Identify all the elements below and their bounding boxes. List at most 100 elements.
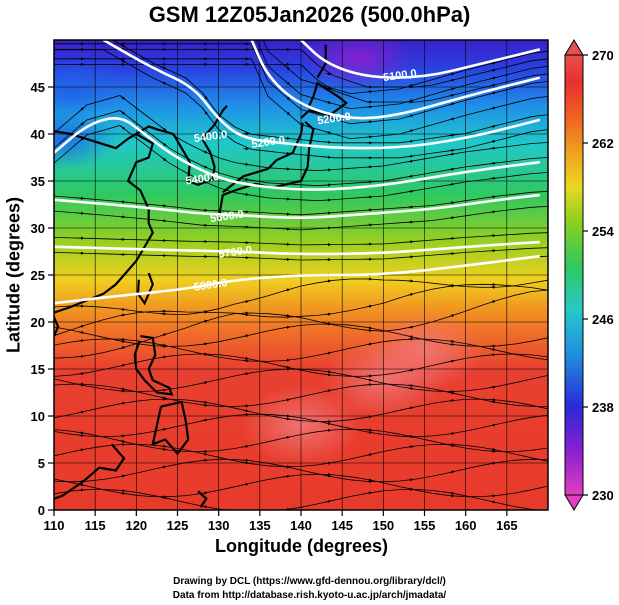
wind-arrow bbox=[407, 368, 414, 372]
wind-arrow bbox=[325, 130, 332, 134]
y-tick-label-25: 25 bbox=[31, 268, 45, 283]
wind-arrow bbox=[284, 435, 291, 440]
contour-5700-0-5 bbox=[54, 240, 540, 256]
wind-arrow bbox=[449, 314, 455, 318]
wind-arrow bbox=[325, 428, 332, 432]
wind-arrow bbox=[449, 133, 455, 137]
wind-arrow bbox=[490, 210, 496, 214]
wind-arrow bbox=[160, 396, 167, 400]
wind-arrow bbox=[490, 139, 496, 144]
wind-arrow bbox=[160, 355, 167, 359]
wind-arrow bbox=[202, 400, 208, 404]
coastline-5 bbox=[300, 81, 349, 119]
wind-arrow bbox=[407, 154, 414, 158]
coastline-8 bbox=[133, 335, 174, 396]
x-tick-label-140: 140 bbox=[290, 518, 312, 533]
wind-arrow bbox=[407, 139, 414, 143]
wind-arrow bbox=[78, 324, 85, 329]
wind-arrow bbox=[449, 72, 455, 76]
wind-arrow bbox=[119, 401, 126, 405]
wind-arrow bbox=[201, 92, 208, 100]
x-axis-label-text: Longitude (degrees) bbox=[214, 536, 388, 556]
wind-arrow bbox=[449, 399, 455, 403]
contour-5400-0-3 bbox=[54, 117, 540, 191]
wind-arrow bbox=[490, 423, 496, 427]
wind-arrow bbox=[119, 363, 126, 368]
wind-arrow bbox=[325, 72, 332, 76]
wind-arrow bbox=[449, 167, 455, 171]
wind-arrow bbox=[78, 433, 85, 438]
wind-arrow bbox=[243, 372, 249, 376]
contour-label-3: 5400.0 bbox=[193, 129, 228, 146]
y-tick-label-10: 10 bbox=[31, 409, 45, 424]
wind-arrow bbox=[490, 400, 496, 404]
coastline-1 bbox=[54, 316, 60, 337]
wind-arrow bbox=[366, 326, 373, 330]
wind-arrow bbox=[407, 334, 414, 339]
wind-arrow bbox=[366, 378, 373, 382]
x-tick-label-155: 155 bbox=[414, 518, 436, 533]
wind-arrow bbox=[202, 150, 208, 154]
wind-arrow bbox=[407, 129, 414, 133]
wind-arrow bbox=[202, 505, 208, 509]
wind-arrow bbox=[119, 125, 126, 130]
wind-arrow bbox=[284, 398, 291, 402]
wind-arrow bbox=[78, 107, 85, 113]
wind-arrow bbox=[284, 65, 290, 71]
wind-arrow bbox=[366, 453, 373, 457]
wind-arrow bbox=[160, 126, 167, 131]
contour-labels: 5100.0 5200.0 5200.0 5400.0 5400.0 5600.0 5700… bbox=[185, 67, 418, 293]
wind-arrow bbox=[449, 117, 455, 121]
wind-arrow bbox=[407, 478, 414, 482]
colorbar: 230 238 246 254 262 270 bbox=[564, 39, 614, 511]
contour-5600-0-4 bbox=[54, 193, 540, 220]
colorbar-top-arrow bbox=[564, 39, 584, 56]
x-tick-label-135: 135 bbox=[249, 518, 271, 533]
wind-arrow bbox=[160, 333, 167, 337]
wind-arrow bbox=[202, 310, 208, 314]
wind-arrow bbox=[449, 443, 455, 447]
wind-arrow bbox=[284, 95, 290, 101]
colorbar-tick-label-230: 230 bbox=[592, 488, 614, 503]
wind-arrow bbox=[119, 346, 126, 350]
wind-arrow bbox=[160, 81, 167, 85]
contour-5200-0-1 bbox=[250, 40, 541, 120]
wind-arrow bbox=[202, 352, 208, 356]
map-plot-area: 5100.0 5200.0 5200.0 5400.0 5400.0 5600.0 5700… bbox=[54, 40, 548, 510]
wind-arrow bbox=[243, 482, 249, 486]
wind-arrow bbox=[78, 339, 85, 343]
wind-arrow bbox=[366, 90, 373, 94]
wind-arrow bbox=[325, 373, 332, 377]
wind-arrow bbox=[160, 388, 167, 392]
wind-arrow bbox=[119, 43, 126, 48]
wind-arrow bbox=[78, 431, 85, 435]
wind-arrow bbox=[325, 100, 332, 104]
wind-arrow bbox=[325, 474, 332, 478]
wind-arrow bbox=[449, 87, 455, 91]
contour-label-0: 5100.0 bbox=[382, 67, 417, 84]
wind-arrow bbox=[78, 383, 85, 387]
credit-data-source: Data from http://database.rish.kyoto-u.a… bbox=[172, 590, 447, 601]
wind-arrow bbox=[325, 140, 332, 144]
wind-arrow bbox=[366, 415, 373, 419]
coastline-2 bbox=[172, 105, 228, 186]
wind-arrow bbox=[407, 293, 414, 297]
x-tick-label-150: 150 bbox=[372, 518, 394, 533]
colorbar-bottom-arrow bbox=[564, 494, 584, 511]
contour-label-2: 5200.0 bbox=[251, 134, 286, 151]
coastline-10 bbox=[54, 443, 126, 500]
wind-arrow bbox=[78, 372, 85, 376]
y-tick-label-0: 0 bbox=[38, 503, 45, 518]
wind-arrow bbox=[490, 83, 496, 87]
contour-5400-0-2 bbox=[102, 40, 541, 150]
y-tick-label-30: 30 bbox=[31, 221, 45, 236]
wind-arrow bbox=[490, 124, 496, 129]
wind-arrow bbox=[160, 219, 167, 223]
wind-arrow bbox=[407, 383, 414, 388]
wind-arrow bbox=[449, 152, 455, 156]
wind-arrow bbox=[325, 312, 332, 316]
wind-arrow bbox=[78, 448, 85, 452]
wind-arrow bbox=[119, 491, 126, 495]
y-tick-label-15: 15 bbox=[31, 362, 45, 377]
contour-label-7: 5800.0 bbox=[193, 277, 228, 294]
